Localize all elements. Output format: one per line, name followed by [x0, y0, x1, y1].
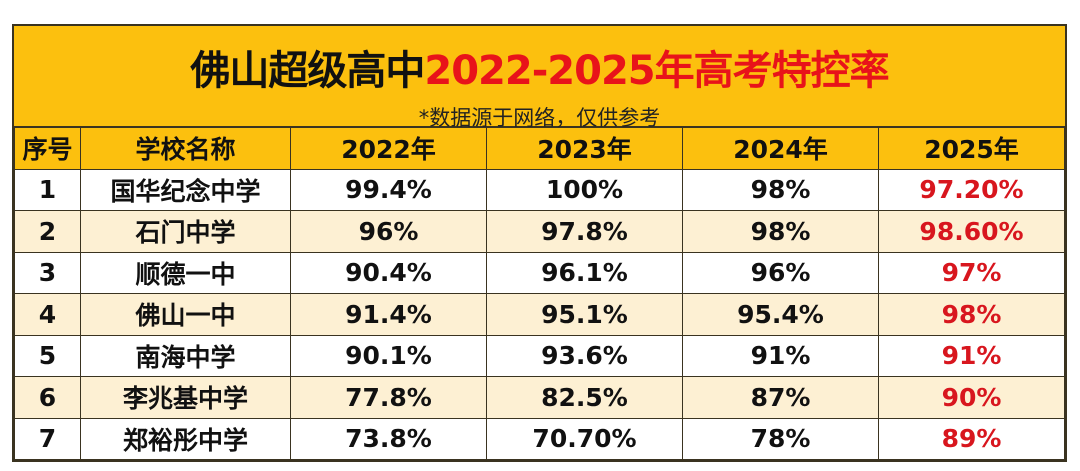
table-row: 2 石门中学 96% 97.8% 98% 98.60%	[14, 210, 1065, 253]
school-name: 石门中学	[80, 210, 291, 253]
table-header-banner: 佛山超级高中2022-2025年高考特控率 *数据源于网络，仅供参考	[14, 26, 1065, 130]
rate-cell: 91%	[682, 334, 879, 377]
rate-cell: 97%	[878, 251, 1065, 294]
rate-cell: 98.60%	[878, 210, 1065, 253]
rate-cell: 98%	[682, 168, 879, 211]
rate-cell: 90.1%	[290, 334, 487, 377]
rate-cell: 96.1%	[486, 251, 683, 294]
row-number: 7	[14, 417, 81, 460]
rate-cell: 100%	[486, 168, 683, 211]
rate-cell: 90%	[878, 376, 1065, 419]
table-row: 4 佛山一中 91.4% 95.1% 95.4% 98%	[14, 293, 1065, 336]
row-number: 6	[14, 376, 81, 419]
rate-cell: 90.4%	[290, 251, 487, 294]
rate-cell: 99.4%	[290, 168, 487, 211]
rate-cell: 95.4%	[682, 293, 879, 336]
rate-cell: 96%	[682, 251, 879, 294]
subtitle: *数据源于网络，仅供参考	[418, 106, 661, 130]
school-name: 南海中学	[80, 334, 291, 377]
header-row: 序号 学校名称 2022年 2023年 2024年 2025年	[14, 127, 1065, 170]
school-name: 李兆基中学	[80, 376, 291, 419]
rate-cell: 93.6%	[486, 334, 683, 377]
column-header: 2023年	[486, 127, 683, 170]
table-row: 5 南海中学 90.1% 93.6% 91% 91%	[14, 334, 1065, 377]
rate-cell: 97.8%	[486, 210, 683, 253]
row-number: 5	[14, 334, 81, 377]
rate-cell: 82.5%	[486, 376, 683, 419]
rate-cell: 96%	[290, 210, 487, 253]
rate-cell: 77.8%	[290, 376, 487, 419]
rate-cell: 98%	[682, 210, 879, 253]
column-header: 2024年	[682, 127, 879, 170]
rate-table: 序号 学校名称 2022年 2023年 2024年 2025年 1 国华纪念中学 99.4% 1…	[14, 127, 1065, 460]
rate-cell: 91.4%	[290, 293, 487, 336]
rate-cell: 87%	[682, 376, 879, 419]
school-name: 郑裕彤中学	[80, 417, 291, 460]
table-row: 1 国华纪念中学 99.4% 100% 98% 97.20%	[14, 168, 1065, 211]
school-name: 国华纪念中学	[80, 168, 291, 211]
rate-cell: 91%	[878, 334, 1065, 377]
rate-table-card: 佛山超级高中2022-2025年高考特控率 *数据源于网络，仅供参考 序号 学校名…	[12, 24, 1067, 462]
table-row: 3 顺德一中 90.4% 96.1% 96% 97%	[14, 251, 1065, 294]
rate-cell: 73.8%	[290, 417, 487, 460]
title-black: 佛山超级高中	[190, 48, 425, 94]
school-name: 顺德一中	[80, 251, 291, 294]
table-row: 6 李兆基中学 77.8% 82.5% 87% 90%	[14, 376, 1065, 419]
table-row: 7 郑裕彤中学 73.8% 70.70% 78% 89%	[14, 417, 1065, 460]
column-header: 2025年	[878, 127, 1065, 170]
row-number: 3	[14, 251, 81, 294]
column-header: 2022年	[290, 127, 487, 170]
column-header: 学校名称	[80, 127, 291, 170]
title-red: 2022-2025年高考特控率	[424, 48, 889, 94]
rate-cell: 89%	[878, 417, 1065, 460]
rate-cell: 98%	[878, 293, 1065, 336]
row-number: 2	[14, 210, 81, 253]
rate-cell: 78%	[682, 417, 879, 460]
row-number: 4	[14, 293, 81, 336]
page-title: 佛山超级高中2022-2025年高考特控率	[14, 26, 1065, 96]
column-header: 序号	[14, 127, 81, 170]
rate-cell: 95.1%	[486, 293, 683, 336]
rate-cell: 97.20%	[878, 168, 1065, 211]
school-name: 佛山一中	[80, 293, 291, 336]
row-number: 1	[14, 168, 81, 211]
rate-cell: 70.70%	[486, 417, 683, 460]
